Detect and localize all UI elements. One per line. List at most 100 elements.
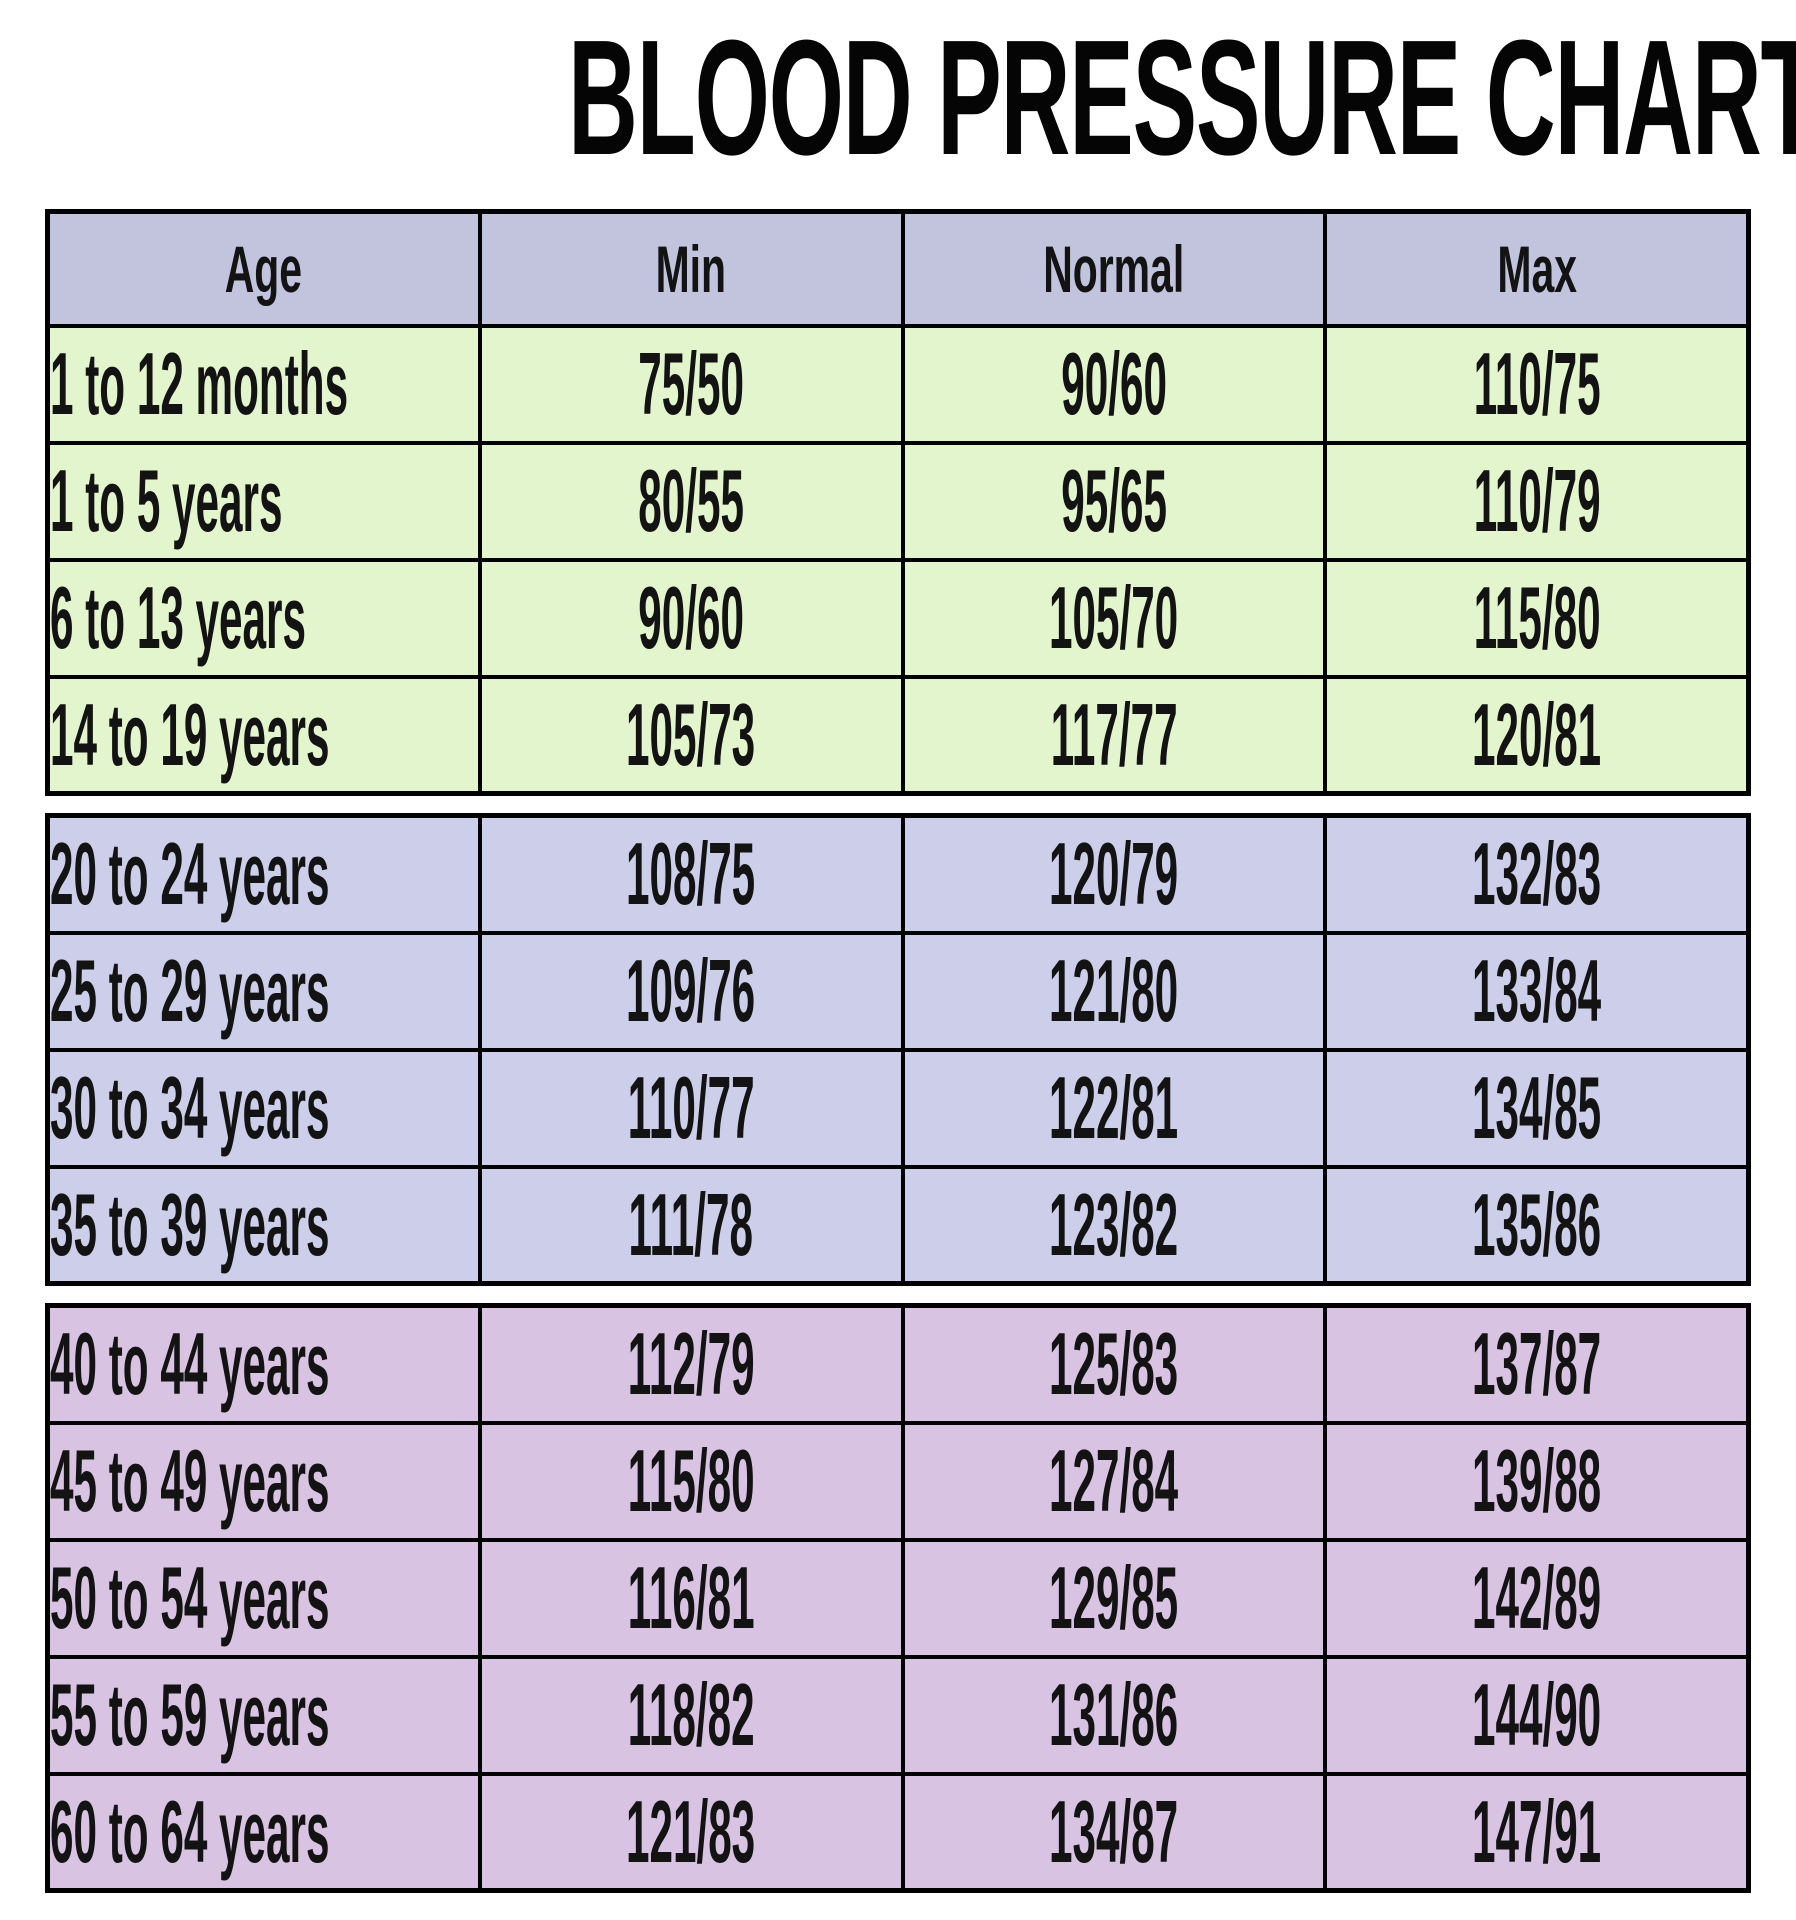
bp-table-older-adults: 40 to 44 years 112/79 125/83 137/87 45 t… (45, 1303, 1751, 1893)
cell-text: 110/79 (1473, 451, 1601, 550)
cell-text: 6 to 13 years (50, 568, 306, 667)
cell-text: 105/70 (1049, 568, 1179, 667)
min-cell: 80/55 (477, 440, 905, 562)
age-cell: 30 to 34 years (45, 1047, 482, 1169)
cell-text: 125/83 (1049, 1314, 1179, 1414)
cell-text: 110/75 (1473, 334, 1601, 433)
cell-text: 110/77 (627, 1058, 755, 1157)
max-cell: 135/86 (1323, 1164, 1751, 1286)
normal-cell: 125/83 (900, 1303, 1328, 1425)
normal-cell: 127/84 (900, 1420, 1328, 1542)
age-cell: 6 to 13 years (45, 557, 482, 679)
min-cell: 110/77 (477, 1047, 905, 1169)
max-cell: 137/87 (1323, 1303, 1751, 1425)
header-age-label: Age (225, 231, 303, 306)
cell-text: 137/87 (1472, 1314, 1602, 1414)
header-max-label: Max (1496, 231, 1577, 306)
min-cell: 109/76 (477, 930, 905, 1052)
table-row: 6 to 13 years 90/60 105/70 115/80 (45, 557, 1751, 679)
table-row: 45 to 49 years 115/80 127/84 139/88 (45, 1420, 1751, 1542)
cell-text: 121/80 (1049, 941, 1179, 1040)
table-row: 40 to 44 years 112/79 125/83 137/87 (45, 1303, 1751, 1425)
normal-cell: 117/77 (900, 674, 1328, 796)
header-normal-cell: Normal (900, 209, 1328, 328)
normal-cell: 121/80 (900, 930, 1328, 1052)
normal-cell: 120/79 (900, 813, 1328, 935)
cell-text: 116/81 (627, 1548, 755, 1647)
min-cell: 90/60 (477, 557, 905, 679)
age-cell: 1 to 5 years (45, 440, 482, 562)
cell-text: 120/79 (1049, 824, 1179, 924)
cell-text: 55 to 59 years (50, 1665, 330, 1764)
bp-table-children: Age Min Normal Max 1 to 12 months 75/50 … (45, 209, 1751, 796)
normal-cell: 129/85 (900, 1537, 1328, 1659)
cell-text: 75/50 (638, 334, 744, 433)
cell-text: 105/73 (626, 684, 756, 784)
cell-text: 30 to 34 years (50, 1058, 330, 1157)
normal-cell: 131/86 (900, 1654, 1328, 1776)
cell-text: 1 to 12 months (50, 334, 349, 433)
max-cell: 115/80 (1323, 557, 1751, 679)
min-cell: 112/79 (477, 1303, 905, 1425)
normal-cell: 123/82 (900, 1164, 1328, 1286)
table-row: 50 to 54 years 116/81 129/85 142/89 (45, 1537, 1751, 1659)
min-cell: 105/73 (477, 674, 905, 796)
cell-text: 111/78 (628, 1174, 754, 1274)
table-row: 30 to 34 years 110/77 122/81 134/85 (45, 1047, 1751, 1169)
cell-text: 14 to 19 years (50, 684, 330, 784)
table-row: 60 to 64 years 121/83 134/87 147/91 (45, 1771, 1751, 1893)
max-cell: 142/89 (1323, 1537, 1751, 1659)
cell-text: 90/60 (638, 568, 744, 667)
max-cell: 110/79 (1323, 440, 1751, 562)
cell-text: 127/84 (1049, 1431, 1179, 1530)
table-row: 35 to 39 years 111/78 123/82 135/86 (45, 1164, 1751, 1286)
cell-text: 121/83 (626, 1781, 756, 1881)
cell-text: 133/84 (1472, 941, 1602, 1040)
normal-cell: 95/65 (900, 440, 1328, 562)
header-normal-label: Normal (1043, 231, 1185, 306)
cell-text: 135/86 (1472, 1174, 1602, 1274)
cell-text: 20 to 24 years (50, 824, 330, 924)
age-cell: 20 to 24 years (45, 813, 482, 935)
cell-text: 120/81 (1472, 684, 1602, 784)
max-cell: 147/91 (1323, 1771, 1751, 1893)
max-cell: 133/84 (1323, 930, 1751, 1052)
age-cell: 35 to 39 years (45, 1164, 482, 1286)
cell-text: 134/87 (1049, 1781, 1179, 1881)
cell-text: 139/88 (1472, 1431, 1602, 1530)
max-cell: 120/81 (1323, 674, 1751, 796)
cell-text: 115/80 (627, 1431, 755, 1530)
table-row: 25 to 29 years 109/76 121/80 133/84 (45, 930, 1751, 1052)
cell-text: 80/55 (638, 451, 744, 550)
cell-text: 117/77 (1050, 684, 1178, 784)
max-cell: 134/85 (1323, 1047, 1751, 1169)
min-cell: 75/50 (477, 323, 905, 445)
header-min-label: Min (655, 231, 727, 306)
bp-table-young-adults: 20 to 24 years 108/75 120/79 132/83 25 t… (45, 813, 1751, 1286)
cell-text: 142/89 (1472, 1548, 1602, 1647)
cell-text: 35 to 39 years (50, 1174, 330, 1274)
max-cell: 139/88 (1323, 1420, 1751, 1542)
min-cell: 115/80 (477, 1420, 905, 1542)
age-cell: 55 to 59 years (45, 1654, 482, 1776)
cell-text: 147/91 (1472, 1781, 1602, 1881)
age-cell: 40 to 44 years (45, 1303, 482, 1425)
cell-text: 112/79 (627, 1314, 755, 1414)
normal-cell: 122/81 (900, 1047, 1328, 1169)
cell-text: 129/85 (1049, 1548, 1179, 1647)
normal-cell: 105/70 (900, 557, 1328, 679)
max-cell: 132/83 (1323, 813, 1751, 935)
normal-cell: 134/87 (900, 1771, 1328, 1893)
cell-text: 50 to 54 years (50, 1548, 330, 1647)
header-max-cell: Max (1323, 209, 1751, 328)
cell-text: 1 to 5 years (50, 451, 283, 550)
cell-text: 122/81 (1049, 1058, 1179, 1157)
age-cell: 25 to 29 years (45, 930, 482, 1052)
min-cell: 108/75 (477, 813, 905, 935)
cell-text: 60 to 64 years (50, 1781, 330, 1881)
min-cell: 111/78 (477, 1164, 905, 1286)
page-title-container: BLOOD PRESSURE CHART BY AGE (0, 0, 1796, 180)
header-age-cell: Age (45, 209, 482, 328)
table-row: 1 to 12 months 75/50 90/60 110/75 (45, 323, 1751, 445)
table-header-row: Age Min Normal Max (45, 209, 1751, 328)
